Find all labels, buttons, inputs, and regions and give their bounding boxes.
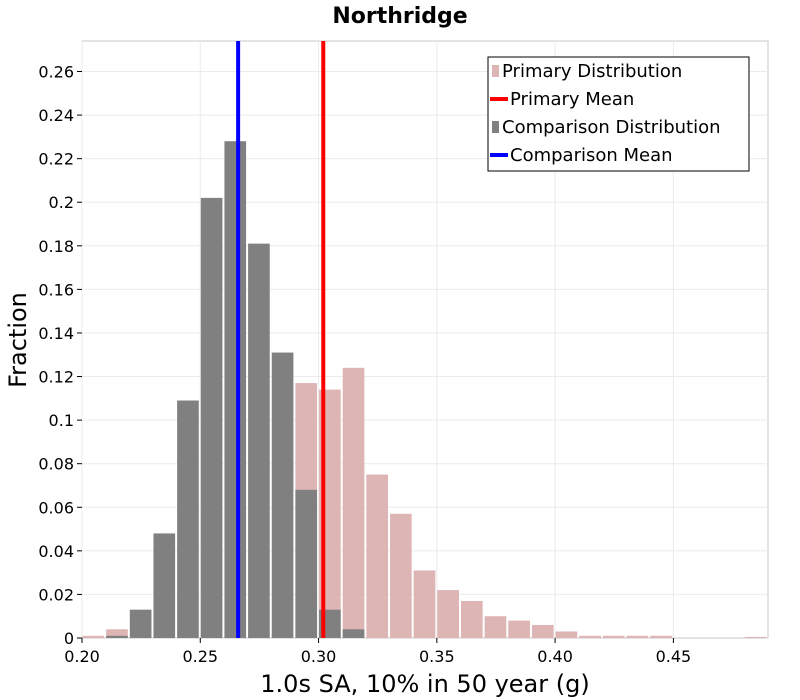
y-tick-label: 0.04 <box>38 542 74 561</box>
primary-distribution-bar <box>650 635 672 638</box>
y-tick-label: 0.1 <box>49 411 74 430</box>
comparison-distribution-bar <box>106 635 128 638</box>
x-tick-label: 0.30 <box>301 647 337 666</box>
primary-distribution-bar <box>390 513 412 638</box>
y-tick-label: 0.08 <box>38 455 74 474</box>
primary-distribution-bar <box>437 590 459 638</box>
chart-title: Northridge <box>332 4 467 29</box>
primary-distribution-bar <box>460 600 483 638</box>
x-tick-label: 0.20 <box>64 647 100 666</box>
legend: Primary Distribution Primary Mean Comparis… <box>487 56 750 172</box>
comparison-distribution-bar <box>271 352 294 638</box>
gridlines <box>81 41 768 638</box>
primary-distribution-bar <box>342 367 365 638</box>
comparison-distribution-bar <box>200 197 223 638</box>
y-tick-label: 0.2 <box>49 193 74 212</box>
primary-distribution-bar <box>508 620 530 638</box>
comparison-distribution-bars <box>106 141 365 639</box>
y-tick-label: 0.24 <box>38 106 74 125</box>
comparison-distribution-legend-swatch <box>492 121 499 133</box>
y-tick-label: 0 <box>64 629 74 648</box>
primary-distribution-bar <box>82 635 105 638</box>
y-tick-label: 0.06 <box>38 498 74 517</box>
y-tick-label: 0.14 <box>38 324 74 343</box>
y-tick-label: 0.18 <box>38 237 74 256</box>
primary-distribution-bar <box>744 636 767 638</box>
primary-distribution-legend-label: Primary Distribution <box>502 61 682 82</box>
comparison-mean-legend-label: Comparison Mean <box>510 145 673 166</box>
y-tick-label: 0.26 <box>38 63 74 82</box>
primary-distribution-bar <box>531 624 554 638</box>
primary-distribution-bar <box>626 635 649 638</box>
x-tick-label: 0.40 <box>537 647 573 666</box>
primary-mean-legend-label: Primary Mean <box>510 89 634 110</box>
x-tick-label: 0.35 <box>419 647 455 666</box>
mean-lines <box>236 41 326 638</box>
x-axis-ticks: 0.20 0.25 0.30 0.35 0.40 0.45 <box>64 638 691 666</box>
comparison-distribution-bar <box>248 243 270 638</box>
x-tick-label: 0.25 <box>182 647 218 666</box>
primary-distribution-legend-swatch <box>492 65 499 77</box>
comparison-distribution-bar <box>153 533 176 638</box>
y-tick-label: 0.22 <box>38 150 74 169</box>
comparison-distribution-legend-label: Comparison Distribution <box>502 117 721 138</box>
comparison-distribution-bar <box>224 141 247 639</box>
y-axis-label: Fraction <box>4 292 32 388</box>
x-axis-label: 1.0s SA, 10% in 50 year (g) <box>260 670 589 698</box>
comparison-distribution-bar <box>129 609 152 638</box>
y-tick-label: 0.02 <box>38 585 74 604</box>
y-tick-label: 0.16 <box>38 280 74 299</box>
primary-distribution-bar <box>579 635 601 638</box>
primary-distribution-bar <box>555 631 578 638</box>
primary-distribution-bar <box>602 635 625 638</box>
comparison-distribution-bar <box>177 400 199 638</box>
comparison-distribution-bar <box>342 629 365 638</box>
legend-box <box>487 56 750 172</box>
primary-distribution-bar <box>413 570 436 638</box>
primary-distribution-bar <box>106 629 128 638</box>
x-tick-label: 0.45 <box>656 647 692 666</box>
comparison-distribution-bar <box>295 489 318 638</box>
y-axis-ticks: 0 0.02 0.04 0.06 0.08 0.1 0.12 0.14 0.16 0.18 0.2 0… <box>38 63 82 648</box>
y-tick-label: 0.12 <box>38 368 74 387</box>
primary-distribution-bar <box>366 474 389 638</box>
primary-distribution-bar <box>484 616 507 638</box>
